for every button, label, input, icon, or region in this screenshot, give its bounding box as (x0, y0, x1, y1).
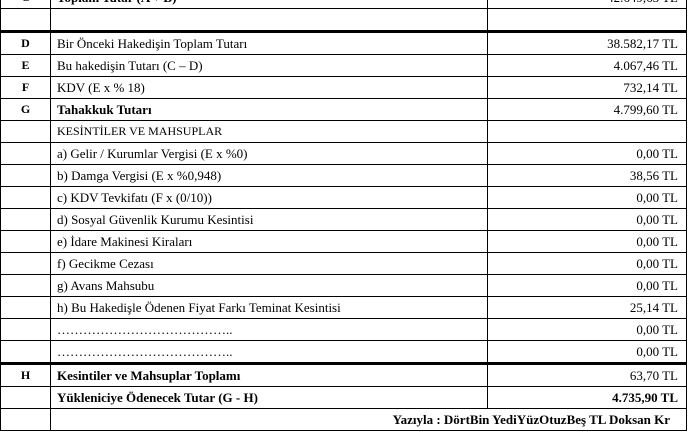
row-code: G (0, 98, 51, 121)
row-amount: 4.735,90 TL (487, 386, 687, 409)
row-label (50, 8, 488, 32)
row-code (0, 386, 51, 409)
row-label: Bu hakedişin Tutarı (C – D) (50, 54, 488, 77)
row-amount: 63,70 TL (487, 362, 687, 387)
row-code (0, 164, 51, 187)
row-label: ………………………………….. (50, 318, 488, 341)
row-amount: 0,00 TL (487, 318, 687, 341)
row-code (0, 296, 51, 319)
row-label: d) Sosyal Güvenlik Kurumu Kesintisi (50, 208, 488, 231)
row-label: ………………………………….. (50, 340, 488, 364)
table-row: f) Gecikme Cezası 0,00 TL (0, 252, 687, 275)
row-code: F (0, 76, 51, 99)
row-amount: 732,14 TL (487, 76, 687, 99)
table-row: Yazıyla : DörtBin YediYüzOtuzBeş TL Doks… (0, 408, 687, 431)
table-row: b) Damga Vergisi (E x %0,948) 38,56 TL (0, 164, 687, 187)
row-label: Tahakkuk Tutarı (50, 98, 488, 121)
row-amount (487, 8, 687, 32)
row-amount: 0,00 TL (487, 230, 687, 253)
row-amount: 42.649,63 TL (487, 0, 687, 9)
row-label: e) İdare Makinesi Kiraları (50, 230, 488, 253)
table-row: d) Sosyal Güvenlik Kurumu Kesintisi 0,00 … (0, 208, 687, 231)
row-amount: 38,56 TL (487, 164, 687, 187)
row-amount: 0,00 TL (487, 186, 687, 209)
table-row: H Kesintiler ve Mahsuplar Toplamı 63,70 TL (0, 362, 687, 387)
row-label: KDV (E x % 18) (50, 76, 488, 99)
row-amount: 0,00 TL (487, 142, 687, 165)
row-code (0, 186, 51, 209)
table-row: c) KDV Tevkifatı (F x (0/10)) 0,00 TL (0, 186, 687, 209)
row-code (0, 208, 51, 231)
table-row: ………………………………….. 0,00 TL (0, 340, 687, 364)
row-label: a) Gelir / Kurumlar Vergisi (E x %0) (50, 142, 488, 165)
row-label: Bir Önceki Hakedişin Toplam Tutarı (50, 30, 488, 55)
table-row: D Bir Önceki Hakedişin Toplam Tutarı 38.58… (0, 30, 687, 55)
row-label: f) Gecikme Cezası (50, 252, 488, 275)
row-code (0, 274, 51, 297)
row-label: g) Avans Mahsubu (50, 274, 488, 297)
row-code (0, 340, 51, 364)
table-row: e) İdare Makinesi Kiraları 0,00 TL (0, 230, 687, 253)
row-code (0, 142, 51, 165)
row-code: H (0, 362, 51, 387)
row-code (0, 408, 51, 431)
row-label: Kesintiler ve Mahsuplar Toplamı (50, 362, 488, 387)
table-row: KESİNTİLER VE MAHSUPLAR (0, 120, 687, 143)
row-amount: 0,00 TL (487, 340, 687, 364)
row-amount: 0,00 TL (487, 208, 687, 231)
table-row (0, 8, 687, 32)
table-row: a) Gelir / Kurumlar Vergisi (E x %0) 0,00… (0, 142, 687, 165)
row-code (0, 230, 51, 253)
table-row: ………………………………….. 0,00 TL (0, 318, 687, 341)
row-amount: 0,00 TL (487, 252, 687, 275)
row-label: Toplam Tutar (A + B) (50, 0, 488, 9)
row-amount: 25,14 TL (487, 296, 687, 319)
table-row: g) Avans Mahsubu 0,00 TL (0, 274, 687, 297)
row-amount: 4.799,60 TL (487, 98, 687, 121)
row-amount: 0,00 TL (487, 274, 687, 297)
row-label: KESİNTİLER VE MAHSUPLAR (50, 120, 488, 143)
table-row: h) Bu Hakedişle Ödenen Fiyat Farkı Temin… (0, 296, 687, 319)
row-code (0, 252, 51, 275)
row-amount: 38.582,17 TL (487, 30, 687, 55)
row-amount: 4.067,46 TL (487, 54, 687, 77)
row-code: C (0, 0, 51, 9)
row-code: E (0, 54, 51, 77)
row-code: D (0, 30, 51, 55)
row-amount (487, 120, 687, 143)
table-row: E Bu hakedişin Tutarı (C – D) 4.067,46 TL (0, 54, 687, 77)
row-label: c) KDV Tevkifatı (F x (0/10)) (50, 186, 488, 209)
row-code (0, 318, 51, 341)
row-code (0, 120, 51, 143)
row-label: b) Damga Vergisi (E x %0,948) (50, 164, 488, 187)
table-row: G Tahakkuk Tutarı 4.799,60 TL (0, 98, 687, 121)
table-row: CToplam Tutar (A + B)42.649,63 TL (0, 0, 687, 9)
row-code (0, 8, 51, 32)
row-label: h) Bu Hakedişle Ödenen Fiyat Farkı Temin… (50, 296, 488, 319)
row-label: Yükleniciye Ödenecek Tutar (G - H) (50, 386, 488, 409)
amount-in-words: Yazıyla : DörtBin YediYüzOtuzBeş TL Doks… (50, 408, 687, 431)
table-row: Yükleniciye Ödenecek Tutar (G - H) 4.735,… (0, 386, 687, 409)
table-row: F KDV (E x % 18) 732,14 TL (0, 76, 687, 99)
